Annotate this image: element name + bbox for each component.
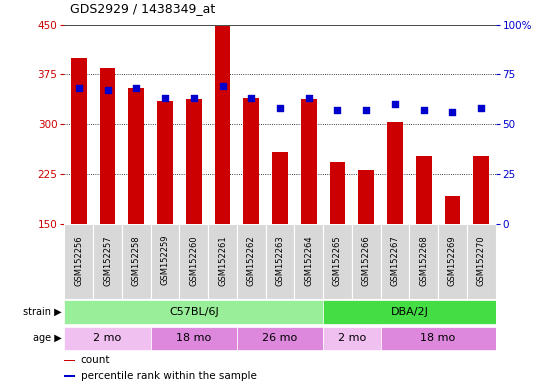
Bar [323,326,381,350]
Bar [100,68,115,224]
Bar [64,224,93,299]
Point [103,88,112,94]
Point [276,105,284,111]
Text: GSM152269: GSM152269 [448,235,457,286]
Bar [352,224,381,299]
Text: GSM152256: GSM152256 [74,235,83,286]
Text: GSM152262: GSM152262 [247,235,256,286]
Bar [151,326,237,350]
Text: GSM152257: GSM152257 [103,235,112,286]
Bar [244,98,259,224]
Bar [358,170,374,224]
Bar [71,58,87,224]
Bar [473,156,489,224]
Bar [445,195,460,224]
Text: GDS2929 / 1438349_at: GDS2929 / 1438349_at [70,2,215,15]
Point [247,95,256,101]
Text: 26 mo: 26 mo [263,333,297,343]
Text: DBA/2J: DBA/2J [390,307,428,317]
Bar [295,224,323,299]
Bar [157,101,173,224]
Bar [409,224,438,299]
Text: GSM152260: GSM152260 [189,235,198,286]
Bar [64,300,323,324]
Bar [179,224,208,299]
Bar [214,26,230,224]
Bar [64,376,75,377]
Text: GSM152265: GSM152265 [333,235,342,286]
Text: GSM152266: GSM152266 [362,235,371,286]
Bar [467,224,496,299]
Bar [323,300,496,324]
Bar [237,326,323,350]
Point [419,108,428,114]
Point [161,95,170,101]
Bar [186,99,202,224]
Point [218,83,227,89]
Bar [438,224,467,299]
Point [333,108,342,114]
Text: 2 mo: 2 mo [338,333,366,343]
Point [477,105,486,111]
Text: GSM152258: GSM152258 [132,235,141,286]
Text: count: count [81,356,110,366]
Bar [381,224,409,299]
Bar [237,224,265,299]
Bar [64,359,75,361]
Point [74,85,83,91]
Point [132,85,141,91]
Point [448,109,457,116]
Text: 18 mo: 18 mo [176,333,211,343]
Bar [323,224,352,299]
Bar [128,88,144,224]
Bar [93,224,122,299]
Text: GSM152270: GSM152270 [477,235,486,286]
Text: strain ▶: strain ▶ [23,307,62,317]
Bar [64,326,151,350]
Bar [208,224,237,299]
Bar [151,224,179,299]
Bar [272,152,288,224]
Text: GSM152261: GSM152261 [218,235,227,286]
Point [390,101,399,108]
Text: GSM152268: GSM152268 [419,235,428,286]
Text: age ▶: age ▶ [33,333,62,343]
Text: percentile rank within the sample: percentile rank within the sample [81,371,256,381]
Bar [265,224,295,299]
Text: C57BL/6J: C57BL/6J [169,307,218,317]
Point [189,95,198,101]
Text: GSM152267: GSM152267 [390,235,399,286]
Text: 18 mo: 18 mo [421,333,456,343]
Bar [387,122,403,224]
Bar [301,99,316,224]
Bar [416,156,432,224]
Bar [330,162,346,224]
Text: GSM152263: GSM152263 [276,235,284,286]
Text: 2 mo: 2 mo [94,333,122,343]
Text: GSM152259: GSM152259 [161,235,170,285]
Bar [381,326,496,350]
Point [362,108,371,114]
Bar [122,224,151,299]
Text: GSM152264: GSM152264 [304,235,313,286]
Point [304,95,313,101]
